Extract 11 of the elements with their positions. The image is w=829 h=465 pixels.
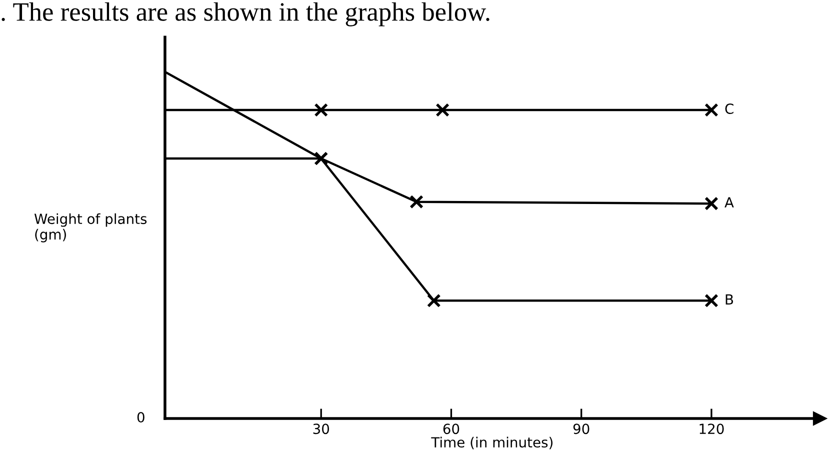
series-label: C — [725, 104, 734, 114]
series-label: A — [724, 197, 734, 208]
y-axis-title: Weight of plants (gm) — [34, 213, 147, 242]
x-tick-label: 120 — [700, 424, 724, 434]
chart-title: . The results are as shown in the graphs below. — [2, 2, 490, 26]
x-tick-label: 60 — [443, 424, 460, 434]
x-tick-label: 30 — [313, 424, 330, 434]
x-axis-title: Time (in minutes) — [431, 436, 552, 450]
text: 0 — [137, 412, 144, 423]
x-tick-label: 90 — [573, 424, 590, 434]
series-label: B — [726, 294, 734, 304]
